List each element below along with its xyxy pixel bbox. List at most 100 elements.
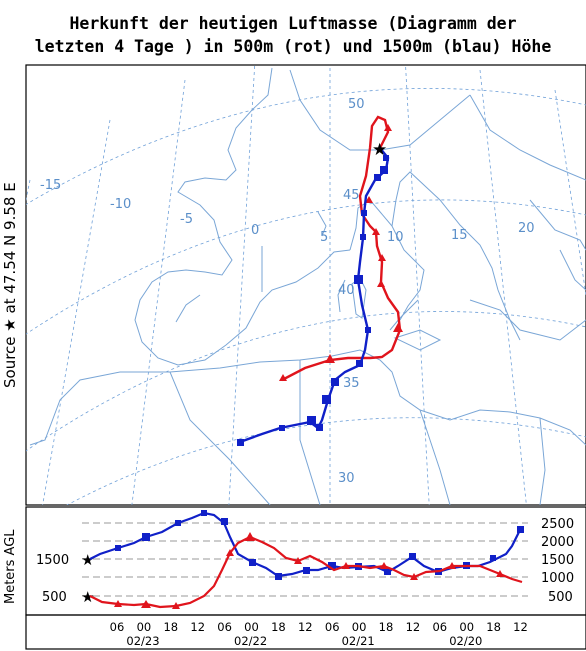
blue-height-marker: [517, 526, 524, 533]
red-marker: [378, 254, 386, 261]
red-height-marker: [342, 562, 350, 569]
hour-tick-label: 06: [110, 620, 125, 634]
lon-label-0: 0: [251, 223, 259, 238]
height-trace-500m-red: [89, 532, 523, 609]
hour-tick-label: 00: [459, 620, 474, 634]
height-axis-label: Meters AGL: [3, 529, 18, 604]
red-height-marker: [448, 562, 456, 569]
height-tick-2500: 2500: [541, 517, 574, 532]
blue-marker: [383, 155, 389, 161]
date-labels: 02/23 02/22 02/21 02/20: [126, 634, 482, 648]
height-tick-1000: 1000: [541, 571, 574, 586]
blue-height-marker: [384, 568, 391, 575]
red-height-marker: [245, 532, 255, 541]
blue-marker: [307, 416, 316, 425]
start-height-500: 500: [42, 590, 67, 605]
blue-marker: [331, 378, 339, 386]
red-height-marker: [410, 573, 418, 580]
map-frame: [25, 64, 586, 506]
red-marker: [279, 374, 287, 381]
date-label: 02/23: [126, 634, 159, 648]
coastlines: [29, 67, 586, 505]
blue-height-marker: [201, 510, 207, 516]
blue-marker: [322, 395, 331, 404]
source-star-icon: ★: [372, 140, 387, 160]
blue-marker: [237, 439, 244, 446]
hour-tick-label: 12: [513, 620, 528, 634]
date-label: 02/21: [342, 634, 375, 648]
blue-height-marker: [490, 555, 496, 561]
hour-tick-label: 06: [325, 620, 340, 634]
blue-height-marker: [115, 545, 121, 551]
lon-label-10: 10: [387, 230, 404, 245]
blue-marker: [360, 234, 366, 240]
red-marker: [384, 124, 392, 131]
blue-height-marker: [142, 533, 150, 541]
red-marker: [372, 228, 380, 235]
red-height-marker: [294, 557, 302, 564]
map-area: 50 45 40 35 30 -15 -10 -5 0 5 10 15 20: [26, 65, 586, 505]
red-height-marker: [141, 600, 151, 608]
hour-tick-labels: 06 00 18 12 06 00 18 12 06 00 18 12 06 00 18 12: [110, 620, 528, 634]
blue-marker: [361, 210, 367, 216]
red-marker: [377, 280, 385, 287]
lon-label-m10: -10: [110, 197, 131, 212]
blue-height-marker: [328, 562, 336, 570]
hour-tick-label: 18: [271, 620, 286, 634]
blue-height-marker: [249, 559, 256, 566]
height-tick-500: 500: [548, 590, 573, 605]
blue-height-marker: [303, 567, 310, 574]
red-height-marker: [380, 562, 388, 569]
blue-height-marker: [275, 573, 282, 580]
lat-label-35: 35: [343, 376, 360, 391]
lon-label-15: 15: [451, 228, 468, 243]
time-axis-frame: [25, 614, 586, 650]
graticule: [26, 65, 586, 505]
red-height-marker: [226, 549, 234, 556]
hour-tick-label: 12: [298, 620, 313, 634]
title-line-1: Herkunft der heutigen Luftmasse (Diagram…: [69, 14, 517, 33]
lon-label-m15: -15: [40, 178, 61, 193]
hour-tick-label: 18: [486, 620, 501, 634]
blue-marker: [279, 425, 285, 431]
red-height-marker: [172, 602, 180, 609]
blue-height-marker: [175, 520, 181, 526]
hour-tick-label: 00: [137, 620, 152, 634]
trajectory-1500m-blue: [237, 147, 390, 446]
lat-label-30: 30: [338, 471, 355, 486]
blue-marker: [356, 360, 363, 367]
trajectory-500m-red: [279, 115, 403, 382]
red-height-marker: [114, 600, 122, 607]
hour-tick-label: 06: [217, 620, 232, 634]
lat-label-45: 45: [343, 188, 360, 203]
hour-tick-label: 06: [432, 620, 447, 634]
blue-marker: [316, 424, 323, 431]
blue-marker: [380, 166, 388, 174]
blue-marker: [365, 327, 371, 333]
start-star-1500-icon: ★: [81, 551, 94, 569]
height-tick-1500: 1500: [541, 553, 574, 568]
lat-label-50: 50: [348, 97, 365, 112]
blue-marker: [374, 174, 381, 181]
hour-tick-label: 12: [190, 620, 205, 634]
lon-label-5: 5: [320, 230, 328, 245]
graticule-labels: 50 45 40 35 30 -15 -10 -5 0 5 10 15 20: [40, 97, 535, 486]
lon-label-m5: -5: [180, 212, 193, 227]
height-trace-1500m-blue: [89, 510, 524, 580]
hour-tick-label: 12: [406, 620, 421, 634]
date-label: 02/20: [449, 634, 482, 648]
height-right-ticks: 2500 2000 1500 1000 500: [541, 517, 574, 605]
red-marker: [325, 354, 335, 363]
lon-label-20: 20: [518, 221, 535, 236]
start-star-500-icon: ★: [81, 588, 94, 606]
hour-tick-label: 00: [244, 620, 259, 634]
date-label: 02/22: [234, 634, 267, 648]
chart-title: Herkunft der heutigen Luftmasse (Diagram…: [0, 12, 586, 58]
height-tick-2000: 2000: [541, 535, 574, 550]
red-height-marker: [496, 570, 504, 577]
blue-height-marker: [409, 553, 416, 560]
hour-tick-label: 18: [379, 620, 394, 634]
source-location-label: Source ★ at 47.54 N 9.58 E: [1, 182, 19, 388]
red-marker: [393, 323, 403, 332]
hour-tick-label: 18: [163, 620, 178, 634]
